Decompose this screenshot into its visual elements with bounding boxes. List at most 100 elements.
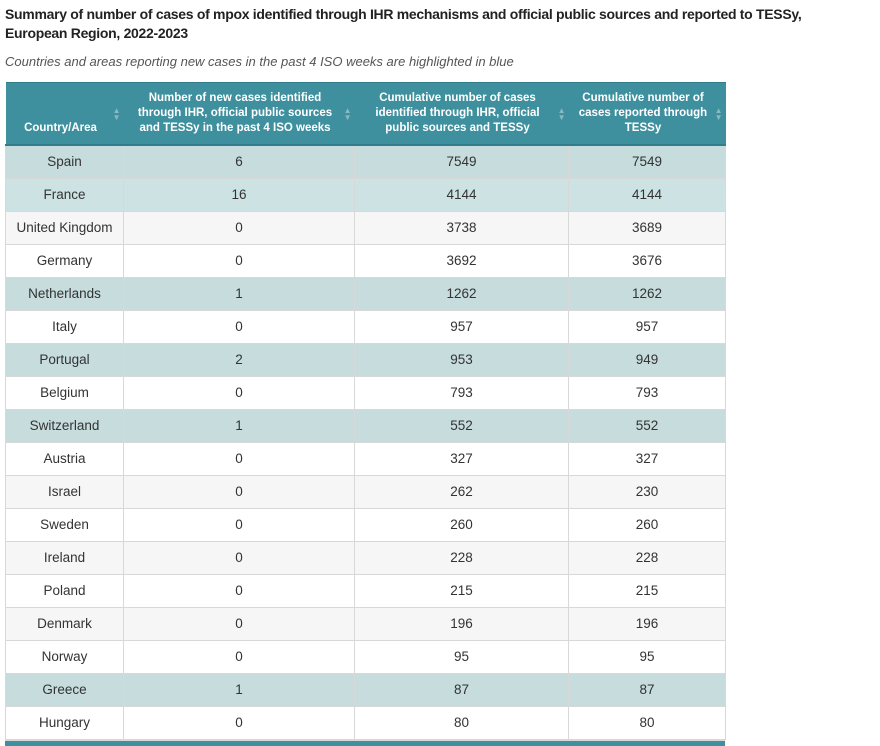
new-cases-cell: 0 bbox=[123, 607, 355, 641]
country-cell: Italy bbox=[5, 310, 124, 344]
column-header-label: Country/Area bbox=[24, 122, 97, 134]
table-row: Italy 0 957 957 bbox=[5, 310, 726, 344]
cumulative-ihr-cell: 327 bbox=[354, 442, 569, 476]
country-cell: Israel bbox=[5, 475, 124, 509]
cumulative-tessy-cell: 3676 bbox=[568, 244, 726, 278]
cumulative-ihr-cell: 80 bbox=[354, 706, 569, 740]
column-header-label: Number of new cases identified through I… bbox=[137, 92, 333, 134]
cumulative-ihr-cell: 196 bbox=[354, 607, 569, 641]
new-cases-cell: 16 bbox=[123, 178, 355, 212]
country-cell: Denmark bbox=[5, 607, 124, 641]
cumulative-ihr-cell: 3738 bbox=[354, 211, 569, 245]
cumulative-tessy-cell: 196 bbox=[568, 607, 726, 641]
sort-icon: ▲ ▼ bbox=[112, 105, 121, 122]
new-cases-cell: 0 bbox=[123, 508, 355, 542]
cumulative-ihr-cell: 262 bbox=[354, 475, 569, 509]
new-cases-cell: 6 bbox=[123, 144, 355, 179]
cumulative-ihr-cell: 215 bbox=[354, 574, 569, 608]
sort-icon: ▲ ▼ bbox=[714, 105, 723, 122]
cumulative-tessy-cell: 552 bbox=[568, 409, 726, 443]
table-row: United Kingdom 0 3738 3689 bbox=[5, 211, 726, 245]
cumulative-tessy-cell: 957 bbox=[568, 310, 726, 344]
cumulative-ihr-cell: 957 bbox=[354, 310, 569, 344]
new-cases-cell: 0 bbox=[123, 211, 355, 245]
cumulative-tessy-cell: 4144 bbox=[568, 178, 726, 212]
column-header-label: Cumulative number of cases reported thro… bbox=[578, 92, 708, 134]
new-cases-cell: 0 bbox=[123, 310, 355, 344]
new-cases-cell: 0 bbox=[123, 442, 355, 476]
column-header-cumulative-tessy[interactable]: Cumulative number of cases reported thro… bbox=[568, 82, 726, 146]
column-header-cumulative-ihr[interactable]: Cumulative number of cases identified th… bbox=[354, 82, 569, 146]
cumulative-tessy-cell: 7549 bbox=[568, 144, 726, 179]
cumulative-tessy-cell: 95 bbox=[568, 640, 726, 674]
cumulative-ihr-cell: 1262 bbox=[354, 277, 569, 311]
new-cases-cell: 0 bbox=[123, 541, 355, 575]
cumulative-ihr-cell: 95 bbox=[354, 640, 569, 674]
table-row: Austria 0 327 327 bbox=[5, 442, 726, 476]
cumulative-ihr-cell: 4144 bbox=[354, 178, 569, 212]
table-row: Ireland 0 228 228 bbox=[5, 541, 726, 575]
country-cell: Greece bbox=[5, 673, 124, 707]
table-row: Sweden 0 260 260 bbox=[5, 508, 726, 542]
new-cases-cell: 0 bbox=[123, 475, 355, 509]
table-body: Spain 6 7549 7549 France 16 4144 4144 Un… bbox=[5, 144, 726, 740]
cumulative-ihr-cell: 228 bbox=[354, 541, 569, 575]
table-row: Denmark 0 196 196 bbox=[5, 607, 726, 641]
table-row: Hungary 0 80 80 bbox=[5, 706, 726, 740]
new-cases-cell: 0 bbox=[123, 574, 355, 608]
cumulative-tessy-cell: 230 bbox=[568, 475, 726, 509]
table-row: Belgium 0 793 793 bbox=[5, 376, 726, 410]
table-footer-cutoff bbox=[5, 740, 725, 746]
column-header-country[interactable]: Country/Area ▲ ▼ bbox=[5, 82, 124, 146]
cumulative-ihr-cell: 3692 bbox=[354, 244, 569, 278]
new-cases-cell: 0 bbox=[123, 376, 355, 410]
table-row: Spain 6 7549 7549 bbox=[5, 144, 726, 179]
country-cell: Switzerland bbox=[5, 409, 124, 443]
table-row: Norway 0 95 95 bbox=[5, 640, 726, 674]
page-title: Summary of number of cases of mpox ident… bbox=[5, 6, 802, 41]
country-cell: Sweden bbox=[5, 508, 124, 542]
country-cell: Netherlands bbox=[5, 277, 124, 311]
country-cell: Belgium bbox=[5, 376, 124, 410]
sort-icon: ▲ ▼ bbox=[557, 105, 566, 122]
table-row: Portugal 2 953 949 bbox=[5, 343, 726, 377]
country-cell: Poland bbox=[5, 574, 124, 608]
country-cell: Spain bbox=[5, 144, 124, 179]
table-header: Country/Area ▲ ▼ Number of new cases iden… bbox=[5, 82, 726, 146]
country-cell: Norway bbox=[5, 640, 124, 674]
cumulative-tessy-cell: 793 bbox=[568, 376, 726, 410]
cumulative-ihr-cell: 552 bbox=[354, 409, 569, 443]
column-header-label: Cumulative number of cases identified th… bbox=[375, 92, 540, 134]
sort-icon: ▲ ▼ bbox=[343, 105, 352, 122]
new-cases-cell: 1 bbox=[123, 673, 355, 707]
table-row: Poland 0 215 215 bbox=[5, 574, 726, 608]
new-cases-cell: 2 bbox=[123, 343, 355, 377]
cumulative-ihr-cell: 87 bbox=[354, 673, 569, 707]
table-row: Greece 1 87 87 bbox=[5, 673, 726, 707]
new-cases-cell: 0 bbox=[123, 244, 355, 278]
new-cases-cell: 0 bbox=[123, 640, 355, 674]
table-row: Israel 0 262 230 bbox=[5, 475, 726, 509]
cumulative-tessy-cell: 80 bbox=[568, 706, 726, 740]
cumulative-tessy-cell: 3689 bbox=[568, 211, 726, 245]
highlight-legend: Countries and areas reporting new cases … bbox=[5, 54, 514, 69]
new-cases-cell: 1 bbox=[123, 277, 355, 311]
cumulative-tessy-cell: 228 bbox=[568, 541, 726, 575]
cumulative-tessy-cell: 949 bbox=[568, 343, 726, 377]
cumulative-tessy-cell: 1262 bbox=[568, 277, 726, 311]
column-header-new-cases[interactable]: Number of new cases identified through I… bbox=[123, 82, 355, 146]
country-cell: Germany bbox=[5, 244, 124, 278]
table-row: Netherlands 1 1262 1262 bbox=[5, 277, 726, 311]
country-cell: Austria bbox=[5, 442, 124, 476]
country-cell: United Kingdom bbox=[5, 211, 124, 245]
cumulative-tessy-cell: 327 bbox=[568, 442, 726, 476]
new-cases-cell: 1 bbox=[123, 409, 355, 443]
country-cell: Ireland bbox=[5, 541, 124, 575]
cumulative-tessy-cell: 260 bbox=[568, 508, 726, 542]
country-cell: France bbox=[5, 178, 124, 212]
cumulative-ihr-cell: 953 bbox=[354, 343, 569, 377]
table-row: Switzerland 1 552 552 bbox=[5, 409, 726, 443]
table-row: Germany 0 3692 3676 bbox=[5, 244, 726, 278]
table-row: France 16 4144 4144 bbox=[5, 178, 726, 212]
